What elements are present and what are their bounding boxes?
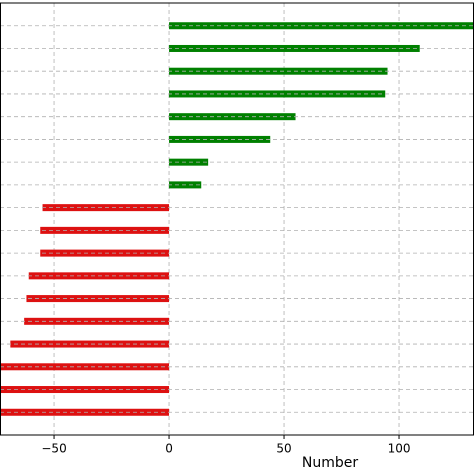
x-tick-label: −50 <box>41 442 66 456</box>
bar <box>169 67 388 75</box>
bar <box>169 90 386 98</box>
bar <box>40 249 170 257</box>
x-tick-label: 100 <box>388 442 411 456</box>
bar <box>26 295 170 303</box>
bar <box>169 158 209 166</box>
bar <box>40 226 170 234</box>
x-tick-label: 50 <box>276 442 291 456</box>
bar <box>169 22 474 30</box>
x-tick-label: 0 <box>165 442 173 456</box>
x-axis-label: Number <box>302 455 358 471</box>
plot-area <box>0 3 474 435</box>
bar <box>24 317 170 325</box>
bar <box>10 340 170 348</box>
